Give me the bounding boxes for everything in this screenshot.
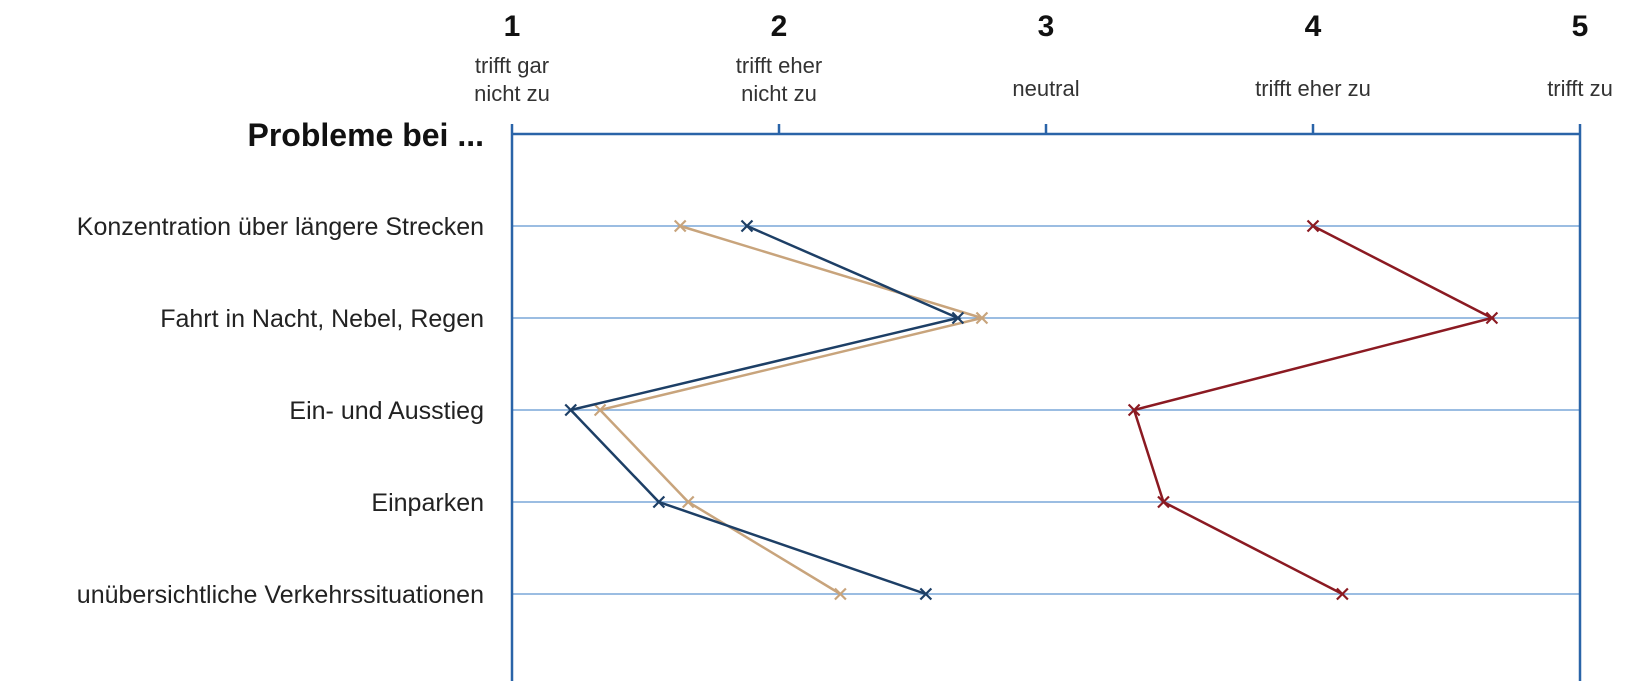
data-point-marker [593, 403, 607, 417]
tick-description: neutral [1012, 76, 1079, 101]
marker-stroke [1336, 587, 1349, 601]
tick-number: 4 [1305, 10, 1322, 43]
data-point-marker [652, 495, 666, 509]
data-point-marker [1157, 495, 1170, 509]
category-label: unübersichtliche Verkehrssituationen [77, 581, 484, 609]
tick-description: trifft eher [736, 53, 822, 78]
series-3 [1127, 219, 1499, 601]
tick-description: nicht zu [741, 81, 817, 106]
series-1 [593, 219, 989, 601]
tick-number: 5 [1572, 10, 1589, 43]
marker-stroke [673, 219, 687, 233]
tick-number: 1 [504, 10, 521, 43]
data-point-marker [681, 495, 695, 509]
marker-stroke [1157, 495, 1170, 509]
data-point-marker [975, 311, 989, 325]
marker-stroke [834, 587, 847, 601]
data-point-marker [1336, 587, 1349, 601]
data-point-marker [1127, 403, 1141, 417]
category-label: Einparken [371, 489, 484, 517]
data-point-marker [564, 403, 578, 417]
series-2 [564, 219, 965, 601]
data-point-marker [919, 587, 933, 601]
marker-stroke [740, 219, 754, 233]
marker-stroke [951, 311, 965, 325]
scale-axis [510, 132, 1582, 681]
category-labels: Konzentration über längere Strecken Fahrt… [77, 213, 484, 609]
category-label: Fahrt in Nacht, Nebel, Regen [160, 305, 484, 333]
marker-stroke [919, 587, 933, 601]
tick-description: trifft zu [1547, 76, 1613, 101]
series-lines [564, 219, 1499, 601]
tick-number: 3 [1038, 10, 1055, 43]
marker-stroke [1485, 311, 1499, 325]
scale-ticks: 1 trifft gar nicht zu 2 trifft eher nicht zu 3… [474, 10, 1613, 134]
data-point-marker [834, 587, 847, 601]
data-point-marker [1485, 311, 1499, 325]
marker-stroke [593, 403, 607, 417]
marker-stroke [1306, 219, 1320, 233]
category-label: Ein- und Ausstieg [289, 397, 484, 425]
marker-stroke [681, 495, 695, 509]
data-point-marker [673, 219, 687, 233]
category-label: Konzentration über längere Strecken [77, 213, 484, 241]
data-point-marker [951, 311, 965, 325]
data-point-marker [1306, 219, 1320, 233]
marker-stroke [975, 311, 989, 325]
chart-heading: Probleme bei ... [247, 117, 484, 153]
tick-description: trifft eher zu [1255, 76, 1371, 101]
tick-description: nicht zu [474, 81, 550, 106]
marker-stroke [564, 403, 578, 417]
tick-number: 2 [771, 10, 788, 43]
data-point-marker [740, 219, 754, 233]
marker-stroke [1127, 403, 1141, 417]
marker-stroke [652, 495, 666, 509]
tick-description: trifft gar [475, 53, 549, 78]
